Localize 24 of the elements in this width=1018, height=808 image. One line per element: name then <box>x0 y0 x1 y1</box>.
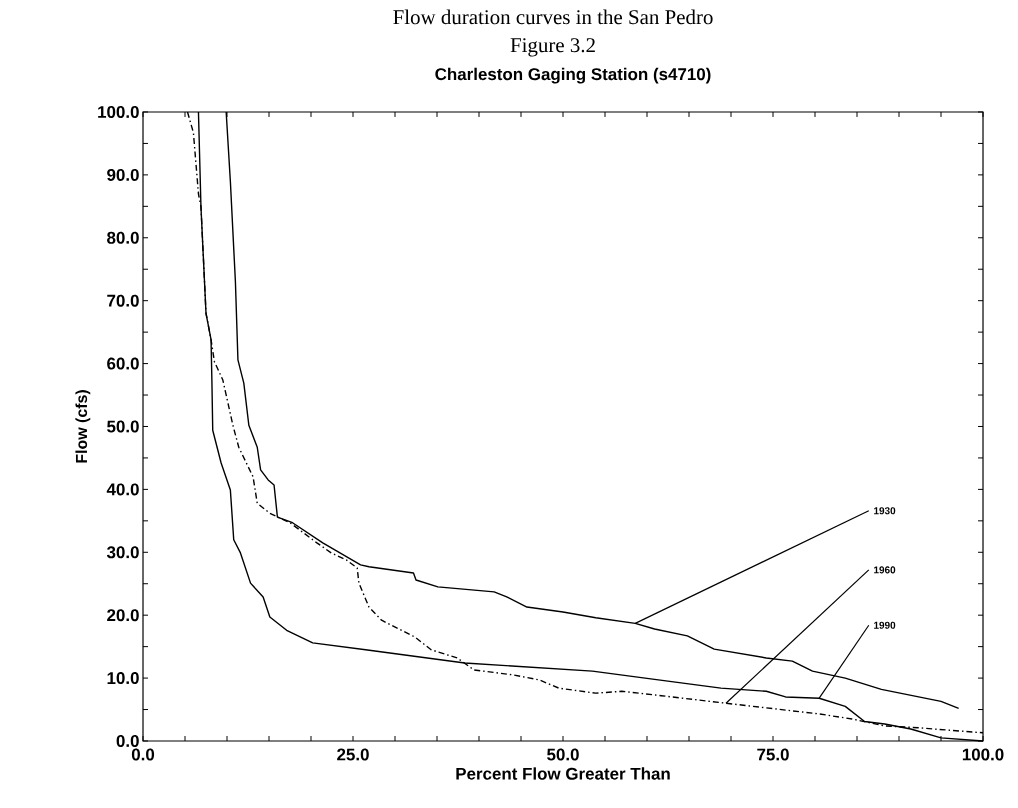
text: Charleston Gaging Station (s4710) <box>435 67 711 84</box>
x-tick-label: 25.0 <box>337 748 369 761</box>
y-tick-label: 50.0 <box>107 420 139 433</box>
x-tick-label: 0.0 <box>131 748 155 761</box>
annotation: 1990 <box>874 621 896 629</box>
y-tick-label: 90.0 <box>107 168 139 181</box>
annotation: 1930 <box>874 507 896 515</box>
chart-subtitle: Figure 3.2 <box>510 38 595 57</box>
annotation: 1960 <box>874 566 896 574</box>
x-tick-label: 50.0 <box>547 748 579 761</box>
y-tick-label: 100.0 <box>98 105 139 118</box>
y-tick-label: 0.0 <box>116 734 139 747</box>
y-tick-label: 10.0 <box>107 672 139 685</box>
x-tick-label: 100.0 <box>962 748 1004 761</box>
x-axis-title: Percent Flow Greater Than <box>456 767 670 780</box>
y-tick-label: 40.0 <box>106 483 139 496</box>
y-tick-label: 20.0 <box>107 609 139 622</box>
y-axis-title: Flow (cfs) <box>75 390 91 463</box>
y-tick-label: 30.0 <box>106 546 139 559</box>
y-tick-label: 60.0 <box>107 357 139 370</box>
x-tick-label: 75.0 <box>757 748 789 761</box>
y-tick-label: 70.0 <box>107 294 139 307</box>
chart-title: Flow duration curves in the San Pedro <box>393 9 713 25</box>
y-tick-label: 80.0 <box>107 231 139 244</box>
